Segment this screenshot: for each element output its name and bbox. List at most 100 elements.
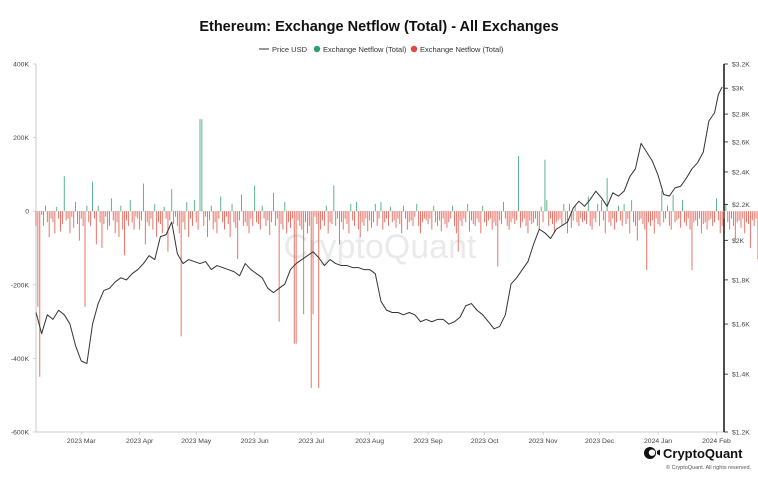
netflow-bar xyxy=(680,211,682,228)
netflow-bar xyxy=(467,203,469,212)
netflow-bar xyxy=(480,211,482,234)
netflow-bar xyxy=(78,211,80,241)
x-tick-label: 2024 Feb xyxy=(702,438,731,445)
netflow-bar xyxy=(633,211,634,223)
netflow-bar xyxy=(463,211,465,219)
netflow-bar xyxy=(154,203,156,212)
netflow-bar xyxy=(748,211,749,225)
netflow-bar xyxy=(297,211,299,221)
netflow-bar xyxy=(308,211,310,226)
netflow-bar xyxy=(503,202,504,212)
netflow-bar xyxy=(732,211,734,226)
netflow-bar xyxy=(501,211,503,225)
netflow-bar xyxy=(614,211,616,230)
netflow-bar xyxy=(195,211,197,223)
netflow-bar xyxy=(399,211,401,225)
netflow-bar xyxy=(203,211,205,226)
netflow-bar xyxy=(408,211,410,223)
netflow-bar xyxy=(418,211,420,226)
netflow-bar xyxy=(538,211,540,230)
netflow-bar xyxy=(393,211,395,221)
netflow-bar xyxy=(450,211,452,219)
netflow-bar xyxy=(273,192,274,212)
netflow-bar xyxy=(101,211,103,248)
netflow-bar xyxy=(259,211,261,230)
netflow-bar xyxy=(220,196,222,212)
netflow-bar xyxy=(314,211,316,217)
netflow-bar xyxy=(99,211,101,223)
netflow-bar xyxy=(495,211,497,226)
netflow-bar xyxy=(60,211,61,232)
netflow-bar xyxy=(333,185,335,212)
netflow-bar xyxy=(512,211,514,219)
netflow-bar xyxy=(301,211,303,230)
netflow-bar xyxy=(610,211,612,226)
legend-inflow-dot-icon xyxy=(313,45,321,53)
netflow-bar xyxy=(621,211,623,226)
netflow-bar xyxy=(265,211,267,226)
netflow-bar xyxy=(578,211,580,226)
right-tick-label: $1.8K xyxy=(732,277,750,284)
netflow-bar xyxy=(508,211,510,230)
price-line-layer xyxy=(35,86,723,365)
brand-name: CryptoQuant xyxy=(663,446,743,461)
netflow-bar xyxy=(623,203,625,212)
netflow-bar xyxy=(122,211,124,230)
netflow-bar xyxy=(306,211,308,234)
netflow-bar xyxy=(207,211,208,237)
netflow-bar xyxy=(533,211,535,223)
netflow-bar xyxy=(644,211,646,230)
netflow-bar xyxy=(107,211,109,230)
netflow-bar xyxy=(721,211,723,226)
netflow-bar xyxy=(486,211,487,226)
left-tick-label: 400K xyxy=(13,62,29,69)
netflow-bar xyxy=(142,183,144,212)
netflow-bar xyxy=(755,211,757,219)
netflow-bar xyxy=(374,203,376,212)
netflow-bar xyxy=(572,211,574,221)
netflow-bar xyxy=(233,211,235,223)
x-tick-label: 2024 Jan xyxy=(644,438,672,445)
netflow-bar xyxy=(740,211,742,228)
netflow-bar xyxy=(476,211,478,219)
netflow-bar xyxy=(412,211,414,226)
netflow-bar xyxy=(697,211,699,226)
netflow-bar xyxy=(651,211,653,221)
left-axis-ticks: 400K 200K 0 -200K -400K -600K xyxy=(11,62,36,437)
netflow-bar xyxy=(210,205,212,212)
netflow-bar xyxy=(152,211,154,230)
netflow-bar xyxy=(303,211,305,315)
netflow-bar xyxy=(585,211,587,225)
netflow-bar xyxy=(444,211,446,225)
netflow-bar xyxy=(465,211,467,223)
netflow-bar xyxy=(742,211,744,219)
netflow-bar xyxy=(365,211,367,219)
x-tick-label: 2023 Apr xyxy=(126,438,154,445)
netflow-bar xyxy=(749,211,751,248)
netflow-bar xyxy=(729,211,731,230)
left-tick-label: -200K xyxy=(11,282,30,289)
netflow-bar xyxy=(753,211,755,226)
netflow-bar xyxy=(519,211,521,228)
netflow-bar xyxy=(227,211,229,225)
netflow-bar xyxy=(171,189,173,212)
brand-logo: CryptoQuant © CryptoQuant. All rights re… xyxy=(644,446,752,471)
netflow-bar xyxy=(550,211,552,219)
netflow-bar xyxy=(274,211,276,226)
netflow-bar xyxy=(161,211,163,234)
netflow-bar xyxy=(46,211,48,223)
netflow-bar xyxy=(454,211,455,226)
netflow-bar xyxy=(691,211,693,271)
netflow-bar xyxy=(576,211,578,223)
netflow-bar xyxy=(523,211,525,219)
netflow-bar xyxy=(50,211,52,219)
netflow-bar xyxy=(440,211,442,232)
netflow-bar xyxy=(173,211,175,225)
netflow-bar xyxy=(105,211,107,217)
netflow-bar xyxy=(235,211,237,228)
right-tick-label: $2.4K xyxy=(732,169,750,176)
netflow-bar xyxy=(493,211,495,223)
netflow-bar xyxy=(295,211,297,344)
netflow-bar xyxy=(180,211,182,337)
